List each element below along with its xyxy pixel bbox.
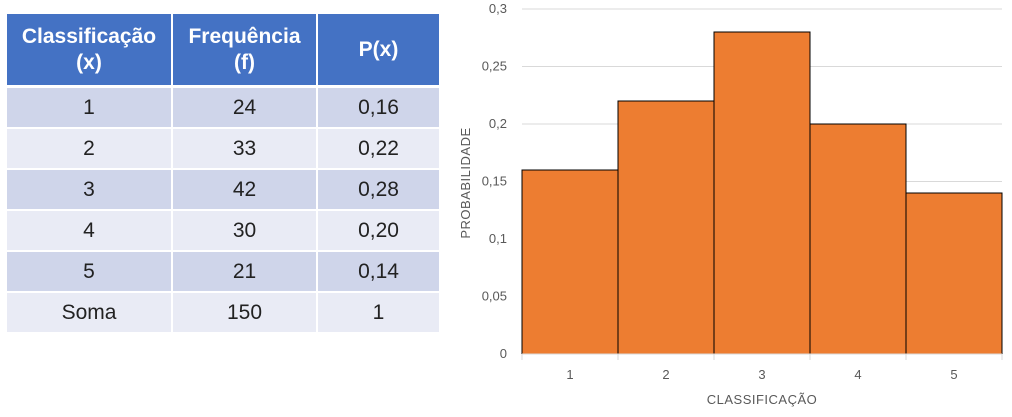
x-tick-label: 3 xyxy=(758,367,765,382)
cell-classificacao: 1 xyxy=(7,88,173,129)
header-classificacao-line2: (x) xyxy=(76,50,102,74)
bar-4 xyxy=(809,123,907,355)
bar-1 xyxy=(521,169,619,355)
y-tick-label: 0,3 xyxy=(489,1,507,16)
cell-soma-label: Soma xyxy=(7,293,173,334)
table-row: 1 24 0,16 xyxy=(7,88,439,129)
header-frequencia-line1: Frequência xyxy=(188,24,301,48)
x-tick-label: 4 xyxy=(854,367,861,382)
y-tick-label: 0,25 xyxy=(482,59,507,74)
x-tick-label: 1 xyxy=(566,367,573,382)
y-tick-label: 0,2 xyxy=(489,116,507,131)
header-probabilidade: P(x) xyxy=(318,14,439,88)
cell-classificacao: 3 xyxy=(7,170,173,211)
cell-probabilidade: 0,22 xyxy=(318,129,439,170)
x-tick-label: 2 xyxy=(662,367,669,382)
probability-histogram: 0 0,05 0,1 0,15 0,2 0,25 0,3 1 2 3 4 5 PROBABILIDAD… xyxy=(458,1,1003,407)
cell-frequencia: 42 xyxy=(173,170,318,211)
bar-5 xyxy=(905,192,1003,355)
y-tick-label: 0 xyxy=(500,346,507,361)
y-axis-title: PROBABILIDADE xyxy=(458,127,473,238)
y-tick-label: 0,05 xyxy=(482,289,507,304)
cell-frequencia: 30 xyxy=(173,211,318,252)
bar-2 xyxy=(617,100,715,355)
cell-frequencia: 33 xyxy=(173,129,318,170)
header-classificacao-line1: Classificação xyxy=(21,24,157,48)
y-tick-label: 0,15 xyxy=(482,174,507,189)
y-tick-label: 0,1 xyxy=(489,231,507,246)
table-row: 5 21 0,14 xyxy=(7,252,439,293)
chart-axes xyxy=(521,353,1003,360)
cell-probabilidade: 0,28 xyxy=(318,170,439,211)
bar-3 xyxy=(713,31,811,355)
cell-frequencia: 21 xyxy=(173,252,318,293)
cell-classificacao: 4 xyxy=(7,211,173,252)
cell-frequencia: 24 xyxy=(173,88,318,129)
table-row-total: Soma 150 1 xyxy=(7,293,439,334)
table-header-row: Classificação (x) Frequência (f) P(x) xyxy=(7,14,439,88)
cell-soma-frequencia: 150 xyxy=(173,293,318,334)
header-frequencia: Frequência (f) xyxy=(173,14,318,88)
frequency-table: Classificação (x) Frequência (f) P(x) 1 … xyxy=(7,14,439,334)
chart-tick-labels: 0 0,05 0,1 0,15 0,2 0,25 0,3 1 2 3 4 5 xyxy=(482,1,958,382)
header-probabilidade-line1: P(x) xyxy=(358,37,399,61)
cell-classificacao: 2 xyxy=(7,129,173,170)
x-tick-label: 5 xyxy=(950,367,957,382)
cell-probabilidade: 0,16 xyxy=(318,88,439,129)
cell-soma-probabilidade: 1 xyxy=(318,293,439,334)
x-axis-title: CLASSIFICAÇÃO xyxy=(707,392,818,407)
header-classificacao: Classificação (x) xyxy=(7,14,173,88)
header-frequencia-line2: (f) xyxy=(234,50,255,74)
cell-probabilidade: 0,20 xyxy=(318,211,439,252)
chart-bars xyxy=(521,31,1003,355)
table-row: 4 30 0,20 xyxy=(7,211,439,252)
table-row: 3 42 0,28 xyxy=(7,170,439,211)
table-row: 2 33 0,22 xyxy=(7,129,439,170)
cell-classificacao: 5 xyxy=(7,252,173,293)
cell-probabilidade: 0,14 xyxy=(318,252,439,293)
